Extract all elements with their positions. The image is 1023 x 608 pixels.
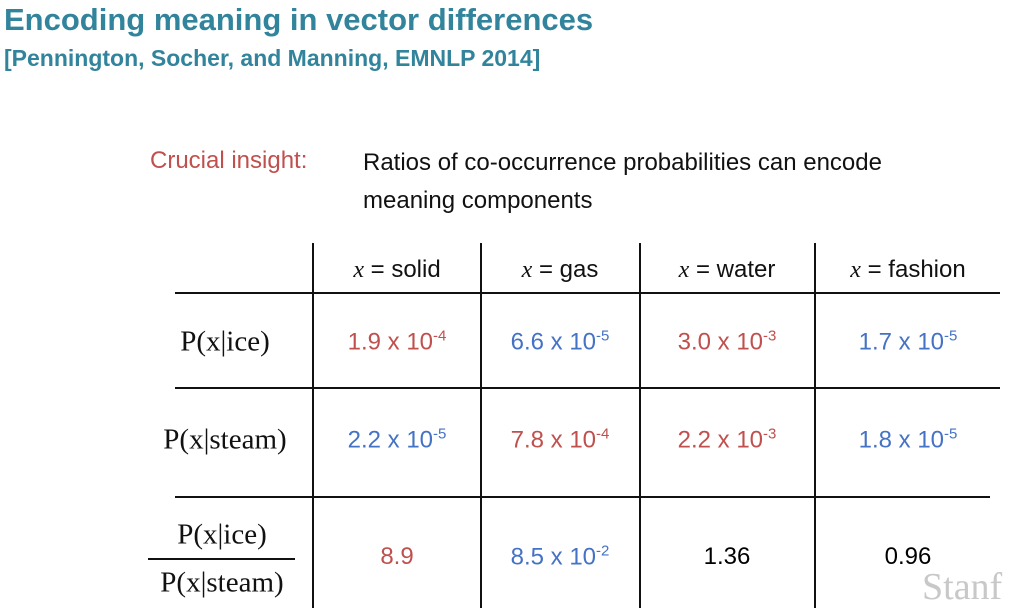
insight-text: meaning components [363, 187, 593, 214]
cell: 6.6 x 10-5 [511, 328, 610, 357]
cell-exponent: -5 [596, 327, 610, 345]
cell-exponent: -3 [763, 327, 777, 345]
header-label: = solid [370, 256, 441, 283]
header-variable: x [850, 257, 861, 283]
insight-label: Crucial insight: [150, 147, 308, 174]
rule [814, 243, 816, 608]
cell-exponent: -5 [944, 425, 958, 443]
header-label: = gas [538, 256, 599, 283]
cell-value: 6.6 x 10 [510, 328, 597, 356]
cell: 2.2 x 10-3 [678, 426, 777, 455]
row-label: P(x|ice) [180, 325, 270, 358]
citation: [Pennington, Socher, and Manning, EMNLP … [4, 45, 541, 71]
cell: 1.9 x 10-4 [348, 328, 447, 357]
cell-value: 7.8 x 10 [510, 426, 597, 454]
rule [312, 243, 314, 608]
column-header: x = solid [353, 256, 440, 284]
cell-value: 3.0 x 10 [677, 328, 764, 356]
cell: 1.7 x 10-5 [859, 328, 958, 357]
watermark: Stanf [922, 566, 1003, 608]
cell-value: 8.9 [380, 543, 414, 570]
row-label: P(x|steam) [163, 423, 287, 456]
cell: 2.2 x 10-5 [348, 426, 447, 455]
cell: 7.8 x 10-4 [511, 426, 610, 455]
cell-exponent: -4 [433, 327, 447, 345]
header-label: = fashion [867, 256, 966, 283]
cell-exponent: -2 [596, 542, 610, 560]
cell-exponent: -5 [944, 327, 958, 345]
rule [175, 387, 1000, 389]
fraction-denominator: P(x|steam) [160, 566, 284, 599]
rule [175, 292, 1000, 294]
cell-value: 1.36 [703, 543, 751, 570]
cell: 1.36 [704, 543, 751, 571]
fraction-bar [148, 558, 295, 560]
cell: 1.8 x 10-5 [859, 426, 958, 455]
header-variable: x [521, 257, 533, 283]
column-header: x = gas [522, 256, 599, 284]
column-header: x = fashion [850, 256, 965, 284]
column-header: x = water [679, 256, 776, 284]
insight-text: Ratios of co-occurrence probabilities ca… [363, 149, 882, 176]
fraction-numerator: P(x|ice) [177, 518, 267, 551]
cell: 3.0 x 10-3 [678, 328, 777, 357]
slide-title: Encoding meaning in vector differences [4, 2, 594, 37]
header-variable: x [353, 257, 364, 283]
cell: 8.5 x 10-2 [511, 543, 610, 572]
cell-exponent: -5 [433, 425, 447, 443]
cell-value: 2.2 x 10 [347, 426, 434, 454]
header-label: = water [695, 256, 776, 283]
rule [639, 243, 641, 608]
header-variable: x [678, 257, 690, 283]
cell-value: 8.5 x 10 [510, 543, 597, 571]
cell-value: 0.96 [884, 543, 932, 570]
cell-exponent: -4 [596, 425, 610, 443]
rule [480, 243, 482, 608]
cell-value: 1.9 x 10 [347, 328, 434, 356]
cell: 8.9 [380, 543, 413, 571]
cell-value: 1.8 x 10 [858, 426, 945, 454]
cell-value: 2.2 x 10 [677, 426, 764, 454]
cell-exponent: -3 [763, 425, 777, 443]
rule [175, 496, 990, 498]
cell-value: 1.7 x 10 [858, 328, 945, 356]
cell: 0.96 [885, 543, 932, 571]
